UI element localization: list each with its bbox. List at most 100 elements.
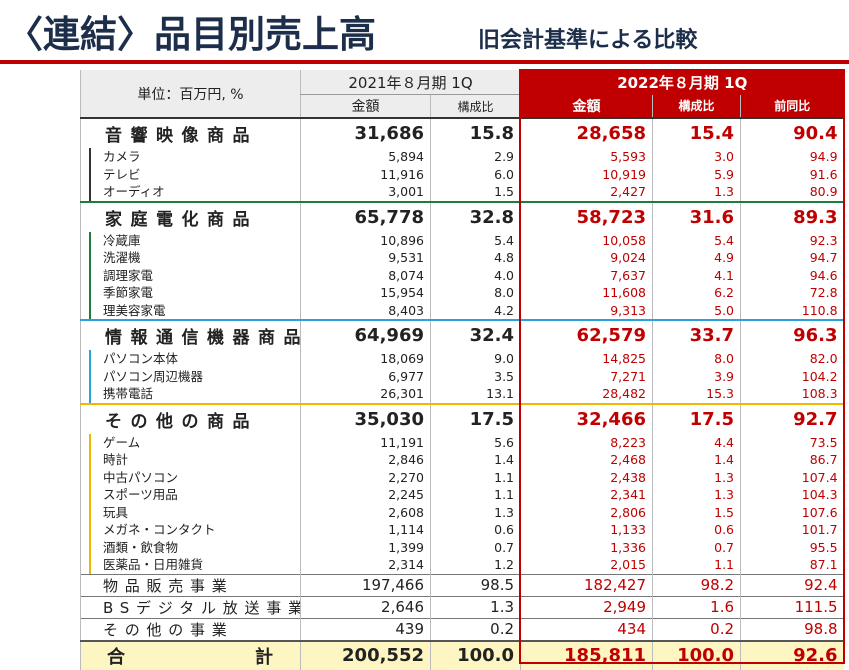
value-cell: 13.1 [429, 385, 521, 404]
value-cell: 100.0 [652, 639, 741, 670]
item-label: スポーツ用品 [89, 486, 300, 504]
item-label-cell: オーディオ [80, 183, 301, 202]
item-label-cell: 医薬品・日用雑貨 [80, 556, 301, 574]
value-cell: 1,133 [520, 521, 653, 539]
category-label: 情報通信機器商品 [80, 319, 301, 350]
value-cell: 14,825 [520, 350, 653, 368]
value-cell: 2,341 [520, 486, 653, 504]
value-cell: 2,245 [300, 486, 431, 504]
item-label-cell: 玩具 [80, 503, 301, 521]
item-label: 携帯電話 [89, 385, 300, 403]
value-cell: 9,313 [520, 301, 653, 320]
value-cell: 15.4 [652, 117, 741, 148]
value-cell: 104.3 [740, 486, 844, 504]
value-cell: 26,301 [300, 385, 431, 404]
item-row: メガネ・コンタクト 1,114 0.6 1,133 0.6 101.7 [80, 521, 844, 539]
value-cell: 94.6 [740, 266, 844, 284]
value-cell: 1.2 [429, 556, 521, 574]
segment-row: その他の事業 439 0.2 434 0.2 98.8 [80, 617, 844, 641]
value-cell: 73.5 [740, 433, 844, 451]
value-cell: 7,637 [520, 266, 653, 284]
category-label: 家庭電化商品 [80, 200, 301, 232]
value-cell: 1,336 [520, 538, 653, 556]
item-row: 冷蔵庫 10,896 5.4 10,058 5.4 92.3 [80, 231, 844, 249]
value-cell: 1.6 [652, 595, 741, 618]
value-cell: 11,608 [520, 284, 653, 302]
value-cell: 4.9 [652, 249, 741, 267]
value-cell: 9,024 [520, 249, 653, 267]
item-label: 季節家電 [89, 284, 300, 302]
item-label: オーディオ [89, 183, 300, 201]
value-cell: 96.3 [740, 319, 844, 350]
value-cell: 9.0 [429, 350, 521, 368]
segment-label: その他の事業 [80, 617, 301, 641]
value-cell: 1.3 [652, 468, 741, 486]
value-cell: 91.6 [740, 165, 844, 183]
value-cell: 98.2 [652, 573, 741, 596]
value-cell: 5.4 [652, 231, 741, 249]
value-cell: 2,468 [520, 451, 653, 469]
value-cell: 1.4 [652, 451, 741, 469]
value-cell: 0.2 [652, 617, 741, 641]
value-cell: 200,552 [300, 639, 431, 670]
item-label: 冷蔵庫 [89, 231, 300, 249]
value-cell: 3.5 [429, 367, 521, 385]
category-label: 音響映像商品 [80, 117, 301, 148]
value-cell: 0.6 [652, 521, 741, 539]
value-cell: 185,811 [520, 639, 653, 670]
value-cell: 6,977 [300, 367, 431, 385]
period-header: 2022年８月期 1Q [520, 70, 844, 95]
segment-label: 物品販売事業 [80, 573, 301, 596]
value-cell: 1,399 [300, 538, 431, 556]
value-cell: 8,403 [300, 301, 431, 320]
value-cell: 2,270 [300, 468, 431, 486]
item-label: 調理家電 [89, 266, 300, 284]
value-cell: 4.8 [429, 249, 521, 267]
title: 〈連結〉品目別売上高 [6, 13, 376, 56]
item-row: 中古パソコン 2,270 1.1 2,438 1.3 107.4 [80, 468, 844, 486]
value-cell: 2,608 [300, 503, 431, 521]
segment-label: BSデジタル放送事業 [80, 595, 301, 618]
column-header: 構成比 [652, 94, 741, 118]
value-cell: 15,954 [300, 284, 431, 302]
value-cell: 10,058 [520, 231, 653, 249]
value-cell: 182,427 [520, 573, 653, 596]
value-cell: 107.6 [740, 503, 844, 521]
value-cell: 89.3 [740, 200, 844, 232]
item-label: テレビ [89, 165, 300, 183]
value-cell: 100.0 [429, 639, 521, 670]
total-label: 合計 [80, 639, 301, 670]
item-label: パソコン周辺機器 [89, 367, 300, 385]
period-header: 2021年８月期 1Q [299, 70, 521, 95]
category-row: その他の商品 35,030 17.5 32,466 17.5 92.7 [80, 402, 844, 434]
subtitle: 旧会計基準による比較 [478, 28, 698, 53]
value-cell: 32.4 [429, 319, 521, 350]
value-cell: 32,466 [520, 402, 653, 434]
value-cell: 1.5 [429, 183, 521, 202]
value-cell: 8,223 [520, 433, 653, 451]
category-row: 音響映像商品 31,686 15.8 28,658 15.4 90.4 [80, 117, 844, 148]
item-row: パソコン本体 18,069 9.0 14,825 8.0 82.0 [80, 350, 844, 368]
value-cell: 2,949 [520, 595, 653, 618]
value-cell: 31.6 [652, 200, 741, 232]
value-cell: 33.7 [652, 319, 741, 350]
value-cell: 1.1 [429, 486, 521, 504]
value-cell: 4.4 [652, 433, 741, 451]
value-cell: 5,593 [520, 148, 653, 166]
value-cell: 2,646 [300, 595, 431, 618]
value-cell: 2,314 [300, 556, 431, 574]
value-cell: 5,894 [300, 148, 431, 166]
value-cell: 6.0 [429, 165, 521, 183]
value-cell: 11,916 [300, 165, 431, 183]
item-label-cell: パソコン周辺機器 [80, 367, 301, 385]
value-cell: 95.5 [740, 538, 844, 556]
item-label-cell: 理美容家電 [80, 301, 301, 320]
value-cell: 18,069 [300, 350, 431, 368]
item-label-cell: 季節家電 [80, 284, 301, 302]
value-cell: 5.0 [652, 301, 741, 320]
value-cell: 107.4 [740, 468, 844, 486]
value-cell: 8.0 [652, 350, 741, 368]
value-cell: 101.7 [740, 521, 844, 539]
